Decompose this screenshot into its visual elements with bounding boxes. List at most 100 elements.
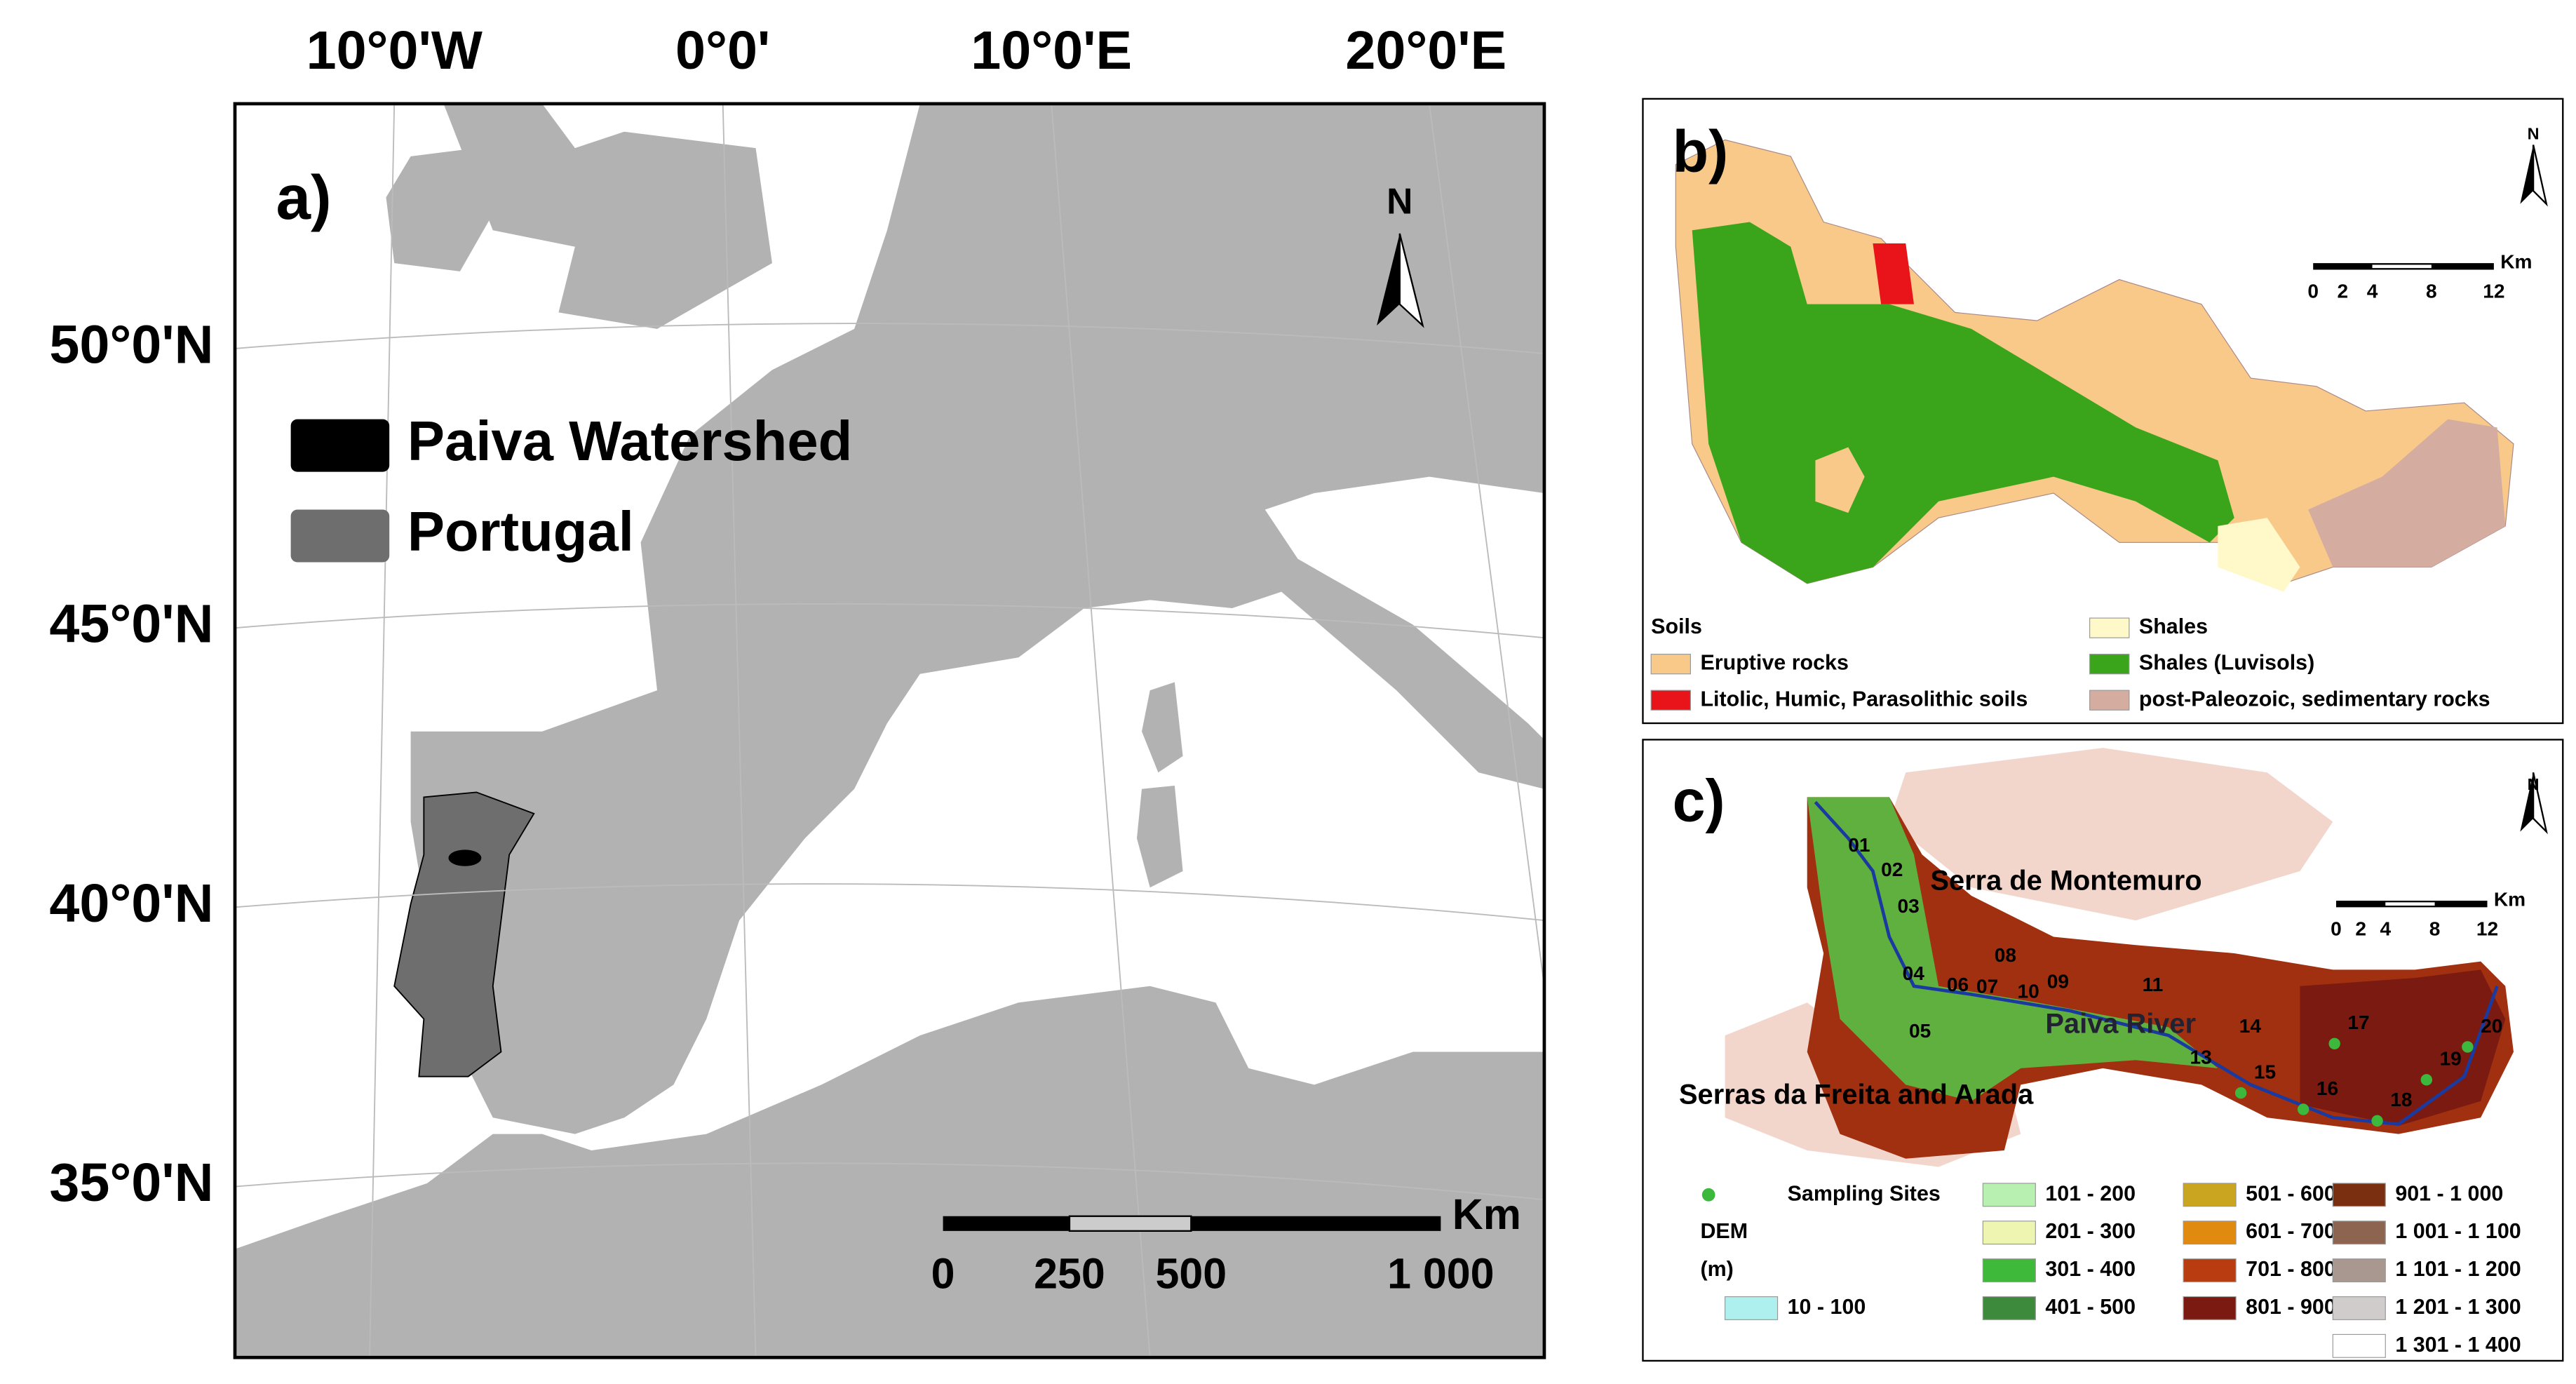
- legend-label: Portugal: [407, 500, 634, 563]
- paiva-watershed: [448, 849, 482, 866]
- north-arrow: [2532, 772, 2548, 835]
- map-c: [1725, 748, 2514, 1167]
- site-label: 20: [2481, 1015, 2502, 1037]
- legend-swatch: [2332, 1296, 2386, 1320]
- north-arrow: [1398, 233, 1424, 328]
- legend-label: 1 201 - 1 300: [2395, 1295, 2521, 1319]
- legend-swatch: [2332, 1183, 2386, 1207]
- scale-a: [943, 1215, 1441, 1232]
- land: [1142, 682, 1183, 773]
- legend-label: 10 - 100: [1788, 1295, 1866, 1319]
- legend-title: (m): [1700, 1257, 1733, 1281]
- legend-swatch: [290, 509, 390, 563]
- scale-tick: 250: [1034, 1250, 1105, 1298]
- site-label: 10: [2018, 981, 2039, 1002]
- legend-swatch: [1982, 1183, 2036, 1207]
- north-arrow: [2520, 145, 2534, 204]
- place-label: Serras da Freita and Arada: [1679, 1079, 2034, 1110]
- site-label: 07: [1976, 976, 1998, 997]
- legend-label: 1 001 - 1 100: [2395, 1219, 2521, 1243]
- sampling-site: [2328, 1037, 2340, 1049]
- frame: [233, 102, 1546, 1359]
- lon-label: 10°0'E: [971, 20, 1132, 81]
- legend-swatch: [290, 419, 390, 472]
- legend-swatch: [2183, 1221, 2237, 1245]
- legend-title: DEM: [1700, 1219, 1748, 1243]
- site-label: 01: [1848, 834, 1870, 856]
- legend-label: 401 - 500: [2045, 1295, 2136, 1319]
- lat-label: 45°0'N: [49, 594, 213, 654]
- sedimentary: [2308, 419, 2506, 567]
- legend-swatch: [2089, 617, 2130, 638]
- lat-label: 40°0'N: [49, 873, 213, 934]
- legend-label: 501 - 600: [2246, 1181, 2336, 1205]
- scale-unit: Km: [1452, 1190, 1521, 1238]
- dem-high: [2300, 969, 2506, 1126]
- site-label: 08: [1995, 944, 2016, 966]
- scale-tick: 8: [2426, 281, 2437, 302]
- legend-swatch: [1982, 1221, 2036, 1245]
- site-label: 13: [2190, 1046, 2212, 1068]
- land: [234, 986, 1544, 1358]
- north-label: N: [1387, 180, 1412, 221]
- legend-label: Sampling Sites: [1788, 1181, 1941, 1205]
- site-label: 18: [2390, 1089, 2412, 1110]
- land: [443, 103, 772, 329]
- legend-label: 901 - 1 000: [2395, 1181, 2503, 1205]
- map-a: [234, 103, 1544, 1358]
- legend-swatch: [1982, 1296, 2036, 1320]
- legend-swatch: [2183, 1183, 2237, 1207]
- litolic: [1873, 243, 1914, 304]
- land: [1136, 786, 1183, 888]
- site-label: 16: [2317, 1077, 2338, 1099]
- montemuro: [1889, 748, 2333, 921]
- scale-tick: 2: [2338, 281, 2349, 302]
- legend-label: 1 301 - 1 400: [2395, 1333, 2521, 1357]
- site-label: 02: [1881, 859, 1903, 880]
- legend-swatch: [1725, 1296, 1779, 1320]
- scale-b: [2313, 263, 2494, 270]
- site-label: 03: [1898, 895, 1920, 917]
- site-label: 17: [2347, 1012, 2369, 1033]
- panel-label: b): [1673, 119, 1729, 184]
- site-label: 14: [2239, 1015, 2262, 1037]
- scale-c: [2335, 900, 2488, 908]
- lon-label: 20°0'E: [1345, 20, 1506, 81]
- site-label: 05: [1909, 1020, 1931, 1042]
- site-label: 04: [1903, 962, 1925, 984]
- graticule: [234, 103, 1544, 1358]
- sampling-site: [2234, 1087, 2247, 1099]
- legend-title: Soils: [1651, 614, 1702, 638]
- legend-label: Shales (Luvisols): [2139, 651, 2314, 675]
- north-arrow: [2532, 145, 2548, 207]
- north-label: N: [2528, 125, 2540, 143]
- land: [410, 103, 1544, 1134]
- scale-tick: 4: [2380, 918, 2391, 940]
- sampling-site: [2297, 1103, 2309, 1115]
- legend-label: Litolic, Humic, Parasolithic soils: [1700, 687, 2028, 711]
- lon-label: 0°0': [675, 20, 770, 81]
- lon-label: 10°0'W: [306, 20, 483, 81]
- eruptive: [1815, 447, 1865, 513]
- site-label: 19: [2440, 1048, 2462, 1070]
- sampling-site: [1701, 1188, 1715, 1202]
- legend-swatch: [2332, 1221, 2386, 1245]
- legend-swatch: [2183, 1296, 2237, 1320]
- land: [386, 148, 493, 271]
- place-label: Serra de Montemuro: [1930, 866, 2201, 896]
- river: [1814, 800, 2499, 1126]
- legend-swatch: [1650, 654, 1691, 675]
- shales: [2218, 518, 2300, 592]
- scale-unit: Km: [2500, 251, 2532, 273]
- scale-unit: Km: [2494, 888, 2526, 910]
- legend-swatch: [2332, 1258, 2386, 1283]
- north-arrow: [2520, 772, 2534, 832]
- scale-tick: 1 000: [1387, 1250, 1494, 1298]
- legend-swatch: [2183, 1258, 2237, 1283]
- scale-tick: 0: [2307, 281, 2319, 302]
- legend-label: post-Paleozoic, sedimentary rocks: [2139, 687, 2490, 711]
- sampling-site: [2371, 1115, 2383, 1127]
- panel-label: c): [1673, 767, 1725, 833]
- scale-tick: 2: [2355, 918, 2366, 940]
